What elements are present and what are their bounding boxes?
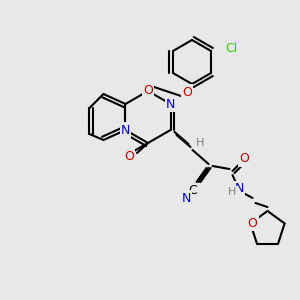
Text: O: O — [240, 152, 250, 166]
Text: O: O — [182, 85, 192, 98]
Text: O: O — [143, 85, 153, 98]
Text: H: H — [196, 138, 204, 148]
Text: H: H — [228, 187, 237, 197]
Text: N: N — [121, 124, 130, 136]
Text: O: O — [124, 149, 134, 163]
Text: O: O — [248, 217, 257, 230]
Text: C: C — [188, 184, 197, 197]
Text: N: N — [182, 191, 191, 205]
Text: N: N — [166, 98, 175, 110]
Text: Cl: Cl — [225, 43, 237, 56]
Text: N: N — [235, 182, 244, 196]
